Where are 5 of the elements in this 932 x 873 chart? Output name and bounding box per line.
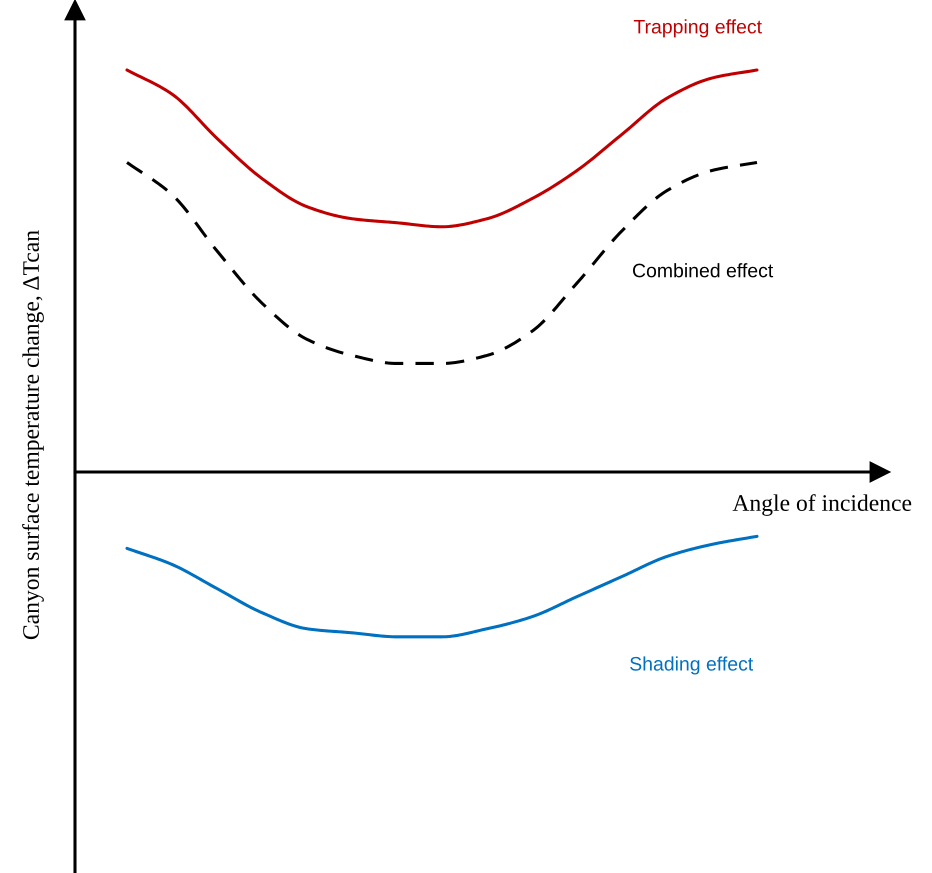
series-label: Combined effect — [632, 263, 774, 278]
y-axis-title: Canyon surface temperature change, ΔTcan — [22, 230, 44, 640]
series-label: Trapping effect — [634, 19, 762, 38]
x-axis-title: Angle of incidence — [732, 494, 912, 516]
text: Shading effect — [630, 656, 754, 675]
